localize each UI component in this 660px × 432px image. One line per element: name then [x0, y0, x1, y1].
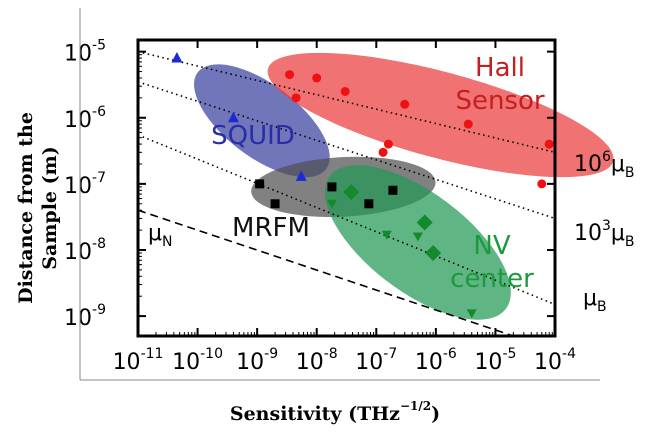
data-point-mrfm-square: [270, 199, 280, 209]
x-tick-label: 10-6: [415, 346, 457, 375]
data-point-hall-sensor-circle: [291, 93, 301, 103]
squid-label: SQUID: [211, 121, 295, 151]
reference-line-6mub: [138, 50, 555, 154]
hall-sensor-label: Hall Sensor: [455, 53, 544, 116]
reference-label-mu-B: μB: [583, 286, 607, 315]
x-axis-title: Sensitivity (THz−1/2): [230, 399, 440, 425]
data-point-nv-center-diamond: [416, 214, 433, 231]
data-point-hall-sensor-circle: [383, 139, 393, 149]
data-point-nv-center-triangle-down: [381, 230, 392, 240]
reference-line-3mub: [138, 81, 555, 220]
x-tick-label: 10-7: [355, 346, 397, 375]
data-point-hall-sensor-circle: [285, 70, 295, 80]
y-tick-label: 10-8: [64, 236, 106, 265]
data-point-hall-sensor-circle: [378, 147, 388, 157]
y-tick-label: 10-9: [64, 302, 106, 331]
data-point-nv-center-diamond: [343, 184, 360, 201]
data-point-squid-triangle: [295, 170, 307, 181]
data-point-hall-sensor-circle: [340, 86, 350, 96]
data-point-nv-center-diamond: [425, 245, 442, 262]
nv-center-label: NV center: [450, 231, 534, 294]
x-tick-label: 10-4: [534, 346, 576, 375]
data-point-hall-sensor-circle: [463, 119, 473, 129]
data-point-mrfm-square: [255, 179, 265, 189]
plot-frame: [136, 38, 557, 338]
region-squid: [194, 64, 330, 178]
y-tick-label: 10-7: [64, 170, 106, 199]
data-point-mrfm-square: [364, 199, 374, 209]
y-tick-label: 10-6: [64, 104, 106, 133]
data-point-mrfm-square: [388, 185, 398, 195]
data-point-nv-center-triangle-down: [326, 199, 337, 209]
data-point-mrfm-square: [327, 182, 337, 192]
x-tick-label: 10-10: [172, 346, 223, 375]
reference-label-3-B: 103μB: [574, 218, 635, 250]
data-point-nv-center-triangle-down: [466, 309, 477, 319]
data-point-nv-center-triangle-down: [412, 232, 423, 242]
x-tick-label: 10-9: [236, 346, 278, 375]
data-point-hall-sensor-circle: [400, 99, 410, 109]
reference-label-mu-N: μN: [148, 221, 172, 250]
y-tick-label: 10-5: [64, 38, 106, 67]
x-tick-label: 10-5: [474, 346, 516, 375]
x-tick-label: 10-8: [296, 346, 338, 375]
data-point-squid-triangle: [227, 111, 239, 123]
data-point-hall-sensor-circle: [537, 179, 547, 189]
data-point-squid-triangle: [171, 52, 183, 63]
reference-line-mun: [138, 209, 514, 336]
data-point-hall-sensor-circle: [312, 73, 322, 83]
y-axis-title: Distance from the Sample (m): [15, 112, 61, 304]
mrfm-label: MRFM: [232, 213, 310, 243]
data-point-hall-sensor-circle: [544, 139, 554, 149]
reference-line-mub: [138, 134, 555, 306]
x-tick-label: 10-11: [113, 346, 164, 375]
